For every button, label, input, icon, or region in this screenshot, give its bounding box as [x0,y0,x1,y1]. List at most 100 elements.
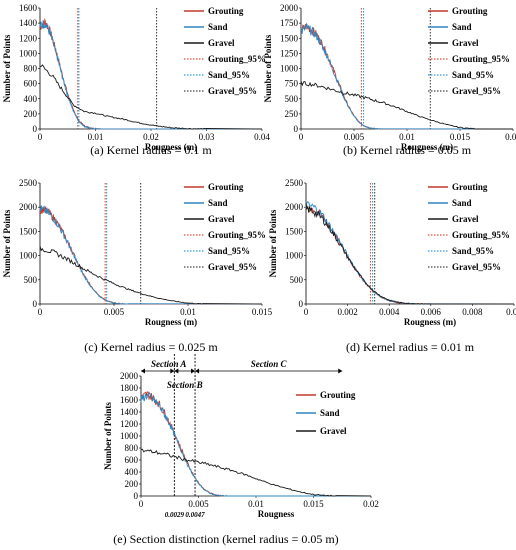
x-tick-label: 0.015 [450,132,471,142]
series-line-gravel [140,448,372,497]
y-tick-label: 1750 [280,18,299,28]
y-tick-label: 2000 [120,371,139,381]
x-tick-label: 0 [38,307,43,317]
y-tick-label: 2500 [285,178,304,188]
chart-panel-3: 0 500 1000 1500 2000 2500 0 0.005 0.01 0.015 Rougn… [2,178,273,354]
x-tick-label: 0.015 [252,307,273,317]
x-tick-label: 0.005 [188,499,209,509]
y-tick-label: 0 [294,124,299,134]
y-tick-label: 600 [125,455,139,465]
legend-label: Gravel [452,38,479,48]
y-tick-label: 2000 [280,3,299,13]
x-tick-label: 0 [38,132,43,142]
y-tick-label: 0 [33,299,38,309]
legend-label: Sand [208,198,228,208]
y-tick-label: 400 [24,94,38,104]
legend-label: Gravel_95% [452,262,501,272]
x-axis-label: Rougness (m) [401,142,453,152]
legend-label: Gravel [452,214,479,224]
x-tick-label: 0 [139,499,144,509]
y-tick-label: 2000 [285,202,304,212]
legend-label: Sand_95% [452,70,494,80]
x-tick-label: 0.01 [88,132,104,142]
y-tick-label: 1600 [19,3,38,13]
section-arrowhead [174,368,179,374]
y-tick-label: 1000 [19,251,38,261]
y-tick-label: 1200 [19,33,38,43]
x-tick-label: 0 [299,132,304,142]
chart-panel-4: 0 500 1000 1500 2000 2500 0 0.002 0.004 0.006 0.00… [268,178,516,354]
legend-label: Gravel_95% [452,86,501,96]
legend-label: Sand [452,198,472,208]
y-tick-label: 800 [125,443,139,453]
y-tick-label: 1400 [19,18,38,28]
x-tick-label: 0.005 [344,132,365,142]
y-tick-label: 1500 [19,226,38,236]
panel-caption: (d) Kernel radius = 0.01 m [346,340,475,354]
section-arrowhead [195,368,200,374]
x-tick-label: 0.02 [505,132,516,142]
legend-label: Gravel [320,426,347,436]
y-tick-label: 1600 [120,395,139,405]
series-line-sand [39,205,263,305]
x-tick-label: 0.01 [399,132,415,142]
y-tick-label: 0 [299,299,304,309]
legend-label: Gravel [208,38,235,48]
y-tick-label: 1200 [120,419,139,429]
y-tick-label: 1250 [280,48,299,58]
x-axis-label: Rougness (m) [145,142,197,152]
section-boundary-label: 0.0047 [185,511,205,519]
legend-label: Gravel_95% [208,86,257,96]
panel-caption: (c) Kernel radius = 0.025 m [84,340,218,354]
x-axis-label: Rougness (m) [404,317,456,327]
y-tick-label: 750 [285,79,299,89]
legend-label: Sand_95% [208,70,250,80]
x-tick-label: 0.002 [337,307,357,317]
section-label: Section A [151,359,186,369]
section-arrowhead [338,368,343,374]
legend-label: Grouting_95% [208,230,266,240]
section-label: Section B [167,380,203,390]
x-tick-label: 0 [304,307,309,317]
x-tick-label: 0.01 [506,307,516,317]
legend-label: Grouting [452,6,488,16]
panel-caption: (e) Section distinction (kernel radius =… [113,532,338,546]
series-line-sand [39,20,263,130]
y-axis-label: Number of Points [103,402,113,470]
legend-label: Grouting_95% [452,230,510,240]
y-tick-label: 1000 [19,48,38,58]
y-tick-label: 2000 [19,202,38,212]
y-tick-label: 0 [134,491,139,501]
series-line-gravel [39,64,263,130]
x-tick-label: 0.04 [254,132,270,142]
legend-label: Gravel [208,214,235,224]
x-tick-label: 0.01 [248,499,264,509]
y-tick-label: 0 [33,124,38,134]
section-arrowhead [170,368,175,374]
x-axis-label: Rougness [258,509,295,519]
y-tick-label: 500 [290,275,304,285]
section-arrowhead [141,368,145,374]
y-tick-label: 500 [24,275,38,285]
x-tick-label: 0.02 [363,499,379,509]
y-tick-label: 400 [125,467,139,477]
y-tick-label: 1500 [285,226,304,236]
legend-label: Sand [452,22,472,32]
legend-label: Sand [320,408,340,418]
legend-label: Grouting_95% [452,54,510,64]
legend-label: Sand_95% [208,246,250,256]
series-line-gravel [305,203,515,305]
legend-label: Sand_95% [452,246,494,256]
x-tick-label: 0.008 [462,307,483,317]
x-axis-label: Rougness (m) [145,317,197,327]
x-tick-label: 0.006 [421,307,442,317]
legend-label: Grouting_95% [208,54,266,64]
series-line-gravel [300,80,513,130]
x-tick-label: 0.015 [303,499,324,509]
y-tick-label: 500 [285,94,299,104]
y-tick-label: 800 [24,64,38,74]
legend-label: Grouting [452,182,488,192]
